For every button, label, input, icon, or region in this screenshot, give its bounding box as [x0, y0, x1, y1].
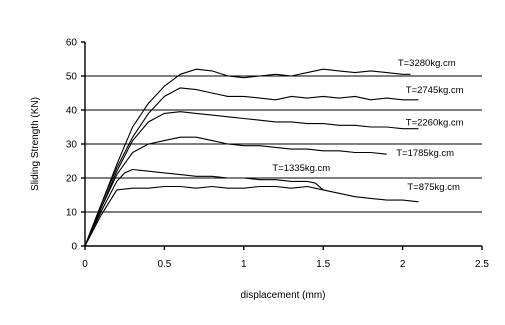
series-annotation-6: T=875kg.cm [407, 182, 460, 193]
x-axis-label: displacement (mm) [240, 290, 325, 301]
x-tick-label: 0.5 [157, 259, 171, 270]
series-lines [84, 68, 419, 247]
y-axis-label: Sliding Strength (KN) [30, 97, 41, 191]
series-line-5 [84, 168, 324, 247]
series-annotation-2: T=2745kg.cm [406, 85, 464, 96]
y-tick-label: 10 [66, 208, 78, 219]
x-tick-label: 0 [82, 259, 88, 270]
y-tick-label: 30 [66, 140, 78, 151]
series-line-4 [84, 136, 387, 247]
x-tick-label: 1 [241, 259, 247, 270]
series-annotation-5: T=1335kg.cm [272, 163, 330, 174]
y-tick-label: 0 [71, 242, 77, 253]
series-line-2 [84, 87, 419, 247]
y-tick-label: 60 [66, 38, 78, 49]
series-annotation-4: T=1785kg.cm [396, 148, 454, 159]
x-tick-label: 2.5 [475, 259, 489, 270]
series-annotation-3: T=2260kg.cm [406, 117, 464, 128]
x-tick-label: 2 [400, 259, 406, 270]
x-tick-labels: 0 0.5 1 1.5 2 2.5 [82, 246, 489, 270]
series-annotation-1: T=3280kg.cm [398, 58, 456, 69]
series-line-6 [84, 185, 419, 247]
y-tick-label: 50 [66, 72, 78, 83]
x-tick-label: 1.5 [316, 259, 330, 270]
series-line-1 [84, 68, 411, 247]
y-tick-label: 20 [66, 174, 78, 185]
series-line-3 [84, 111, 419, 247]
series-annotations: T=3280kg.cm T=2745kg.cm T=2260kg.cm T=1785k… [272, 58, 463, 193]
y-tick-label: 40 [66, 106, 78, 117]
y-tick-labels: 0 10 20 30 40 50 60 [66, 38, 85, 253]
